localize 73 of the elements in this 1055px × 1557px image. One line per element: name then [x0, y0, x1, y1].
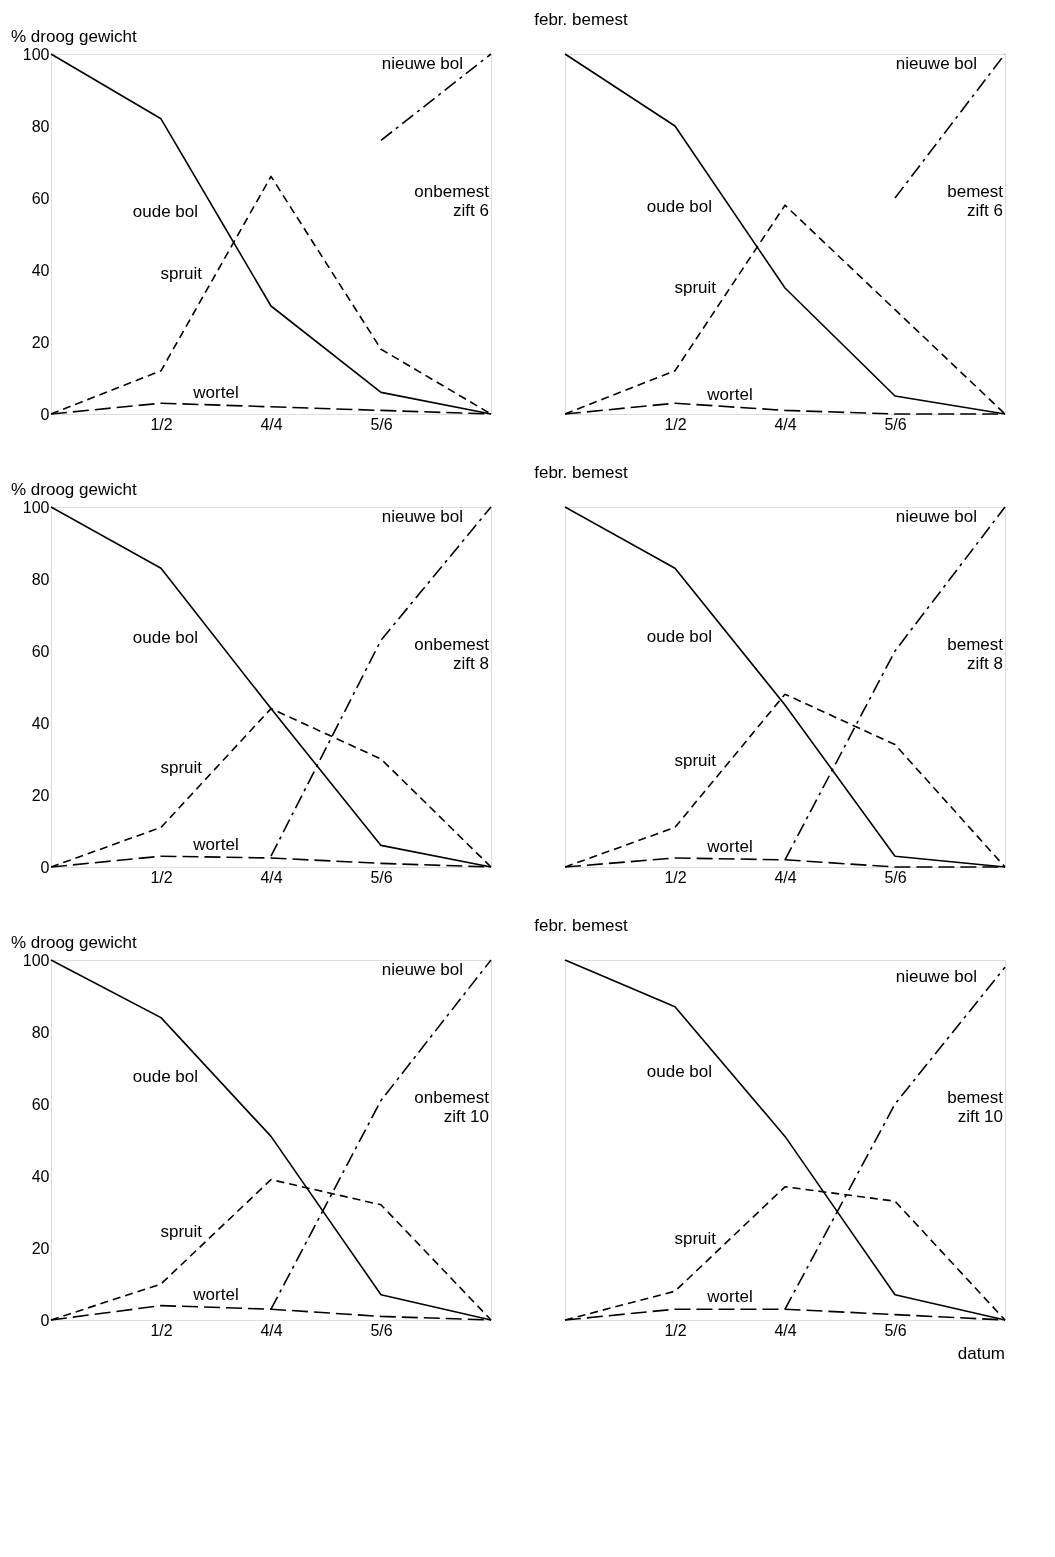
y-axis-title: % droog gewicht [11, 480, 137, 499]
x-tick-label: 5/6 [884, 1321, 907, 1339]
annotation: bemest zift 6 [947, 181, 1004, 220]
x-axis-title: datum [957, 1344, 1005, 1363]
y-tick-label: 20 [31, 1239, 50, 1257]
series-label: wortel [192, 383, 239, 402]
x-tick-label: 1/2 [150, 1321, 173, 1339]
x-tick-label: 4/4 [774, 1321, 797, 1339]
x-tick-label: 5/6 [884, 868, 907, 886]
chart-title: febr. bemest [534, 463, 629, 483]
series-label: oude bol [646, 1061, 712, 1081]
x-tick-label: 1/2 [664, 1321, 687, 1339]
y-tick-label: 0 [40, 405, 50, 423]
y-tick-label: 0 [40, 1311, 50, 1329]
series-label: oude bol [132, 1067, 198, 1086]
series-label: wortel [192, 835, 239, 855]
annotation: onbemest zift 6 [414, 181, 490, 220]
y-tick-label: 40 [31, 261, 50, 279]
chart-title: febr. bemest [534, 916, 629, 936]
series-label: nieuwe bol [895, 54, 977, 73]
annotation: bemest zift 10 [947, 1087, 1004, 1126]
x-tick-label: 4/4 [260, 1321, 283, 1339]
y-tick-label: 60 [31, 1095, 50, 1113]
series-label: nieuwe bol [381, 507, 463, 526]
y-axis-title: % droog gewicht [11, 27, 137, 46]
series-label: wortel [706, 836, 753, 856]
annotation: bemest zift 8 [947, 634, 1004, 673]
x-tick-label: 5/6 [884, 415, 907, 433]
annotation: onbemest zift 10 [414, 1087, 490, 1126]
series-label: spruit [160, 1221, 203, 1241]
y-tick-label: 100 [22, 45, 50, 63]
x-tick-label: 4/4 [260, 868, 283, 886]
series-label: spruit [674, 750, 717, 770]
series-label: nieuwe bol [381, 54, 463, 73]
y-tick-label: 60 [31, 189, 50, 207]
x-tick-label: 1/2 [150, 868, 173, 886]
y-tick-label: 60 [31, 642, 50, 660]
y-tick-label: 80 [31, 1023, 50, 1041]
y-tick-label: 80 [31, 117, 50, 135]
series-label: oude bol [646, 626, 712, 646]
y-tick-label: 20 [31, 333, 50, 351]
series-label: nieuwe bol [381, 960, 463, 979]
series-label: oude bol [132, 628, 198, 648]
x-tick-label: 1/2 [150, 415, 173, 433]
series-label: spruit [674, 278, 717, 297]
x-tick-label: 5/6 [370, 415, 393, 433]
chart-title: febr. bemest [534, 10, 629, 30]
series-label: nieuwe bol [895, 967, 977, 987]
x-tick-label: 5/6 [370, 868, 393, 886]
x-tick-label: 1/2 [664, 415, 687, 433]
series-label: spruit [160, 758, 203, 777]
series-label: oude bol [132, 202, 198, 222]
x-tick-label: 4/4 [260, 415, 283, 433]
x-tick-label: 5/6 [370, 1321, 393, 1339]
y-tick-label: 40 [31, 1167, 50, 1185]
series-label: wortel [192, 1285, 239, 1305]
y-tick-label: 100 [22, 498, 50, 516]
x-tick-label: 4/4 [774, 868, 797, 886]
y-tick-label: 40 [31, 714, 50, 732]
x-tick-label: 1/2 [664, 868, 687, 886]
y-tick-label: 100 [22, 951, 50, 969]
x-tick-label: 4/4 [774, 415, 797, 433]
y-tick-label: 0 [40, 858, 50, 876]
series-label: oude bol [646, 197, 712, 216]
y-axis-title: % droog gewicht [11, 933, 137, 952]
series-label: nieuwe bol [895, 507, 977, 526]
series-label: spruit [674, 1229, 717, 1248]
y-tick-label: 20 [31, 786, 50, 804]
y-tick-label: 80 [31, 570, 50, 588]
annotation: onbemest zift 8 [414, 634, 490, 673]
series-label: wortel [706, 384, 753, 404]
series-label: spruit [160, 263, 203, 283]
series-label: wortel [706, 1287, 753, 1307]
